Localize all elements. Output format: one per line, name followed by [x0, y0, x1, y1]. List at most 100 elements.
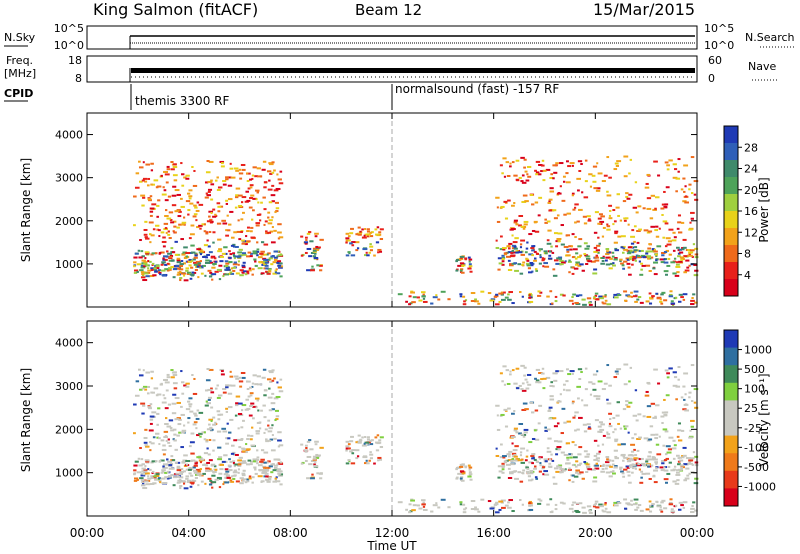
velocity-echo [254, 468, 257, 471]
power-echo [142, 161, 145, 164]
power-echo [459, 257, 464, 260]
velocity-echo [571, 504, 574, 507]
velocity-echo [422, 505, 426, 508]
power-echo [246, 272, 250, 275]
power-echo [464, 299, 468, 302]
power-echo [252, 250, 258, 253]
velocity-echo [188, 466, 192, 469]
power-echo [549, 190, 555, 193]
power-echo [167, 233, 171, 236]
power-echo [662, 220, 668, 223]
velocity-echo [690, 425, 694, 428]
power-echo [148, 221, 154, 224]
power-echo [250, 252, 253, 255]
power-echo [170, 161, 174, 164]
power-echo [519, 246, 523, 249]
velocity-echo [513, 455, 518, 458]
velocity-echo [647, 438, 653, 441]
power-echo [655, 225, 659, 228]
velocity-echo [150, 475, 155, 478]
power-echo [670, 300, 674, 303]
velocity-echo [237, 471, 240, 474]
velocity-echo [461, 472, 466, 475]
power-echo [682, 238, 687, 241]
power-echo [664, 161, 669, 164]
velocity-echo [519, 454, 523, 457]
power-echo [268, 258, 271, 261]
power-echo [140, 194, 146, 197]
power-echo [548, 254, 552, 257]
power-echo [468, 260, 471, 263]
power-echo [575, 252, 579, 255]
velocity-echo [243, 478, 247, 481]
power-echo [304, 241, 308, 244]
velocity-echo [169, 462, 174, 465]
velocity-echo [350, 435, 354, 438]
velocity-echo [178, 431, 182, 434]
velocity-echo [234, 463, 240, 466]
power-echo [581, 298, 586, 301]
velocity-echo [614, 457, 620, 460]
power-echo [626, 252, 632, 255]
velocity-echo [247, 459, 252, 462]
power-echo [694, 269, 699, 272]
velocity-echo [632, 414, 638, 417]
velocity-echo [308, 439, 312, 442]
power-echo [209, 218, 213, 221]
power-echo [542, 169, 547, 172]
velocity-echo [208, 438, 212, 441]
power-echo [504, 201, 508, 204]
colorbar-frame [723, 329, 739, 507]
power-echo [668, 159, 673, 162]
power-echo [575, 261, 580, 264]
power-echo [145, 252, 150, 255]
power-echo [571, 266, 575, 269]
velocity-echo [678, 456, 683, 459]
power-echo [271, 184, 275, 187]
power-echo [606, 194, 612, 197]
power-echo [633, 249, 638, 252]
velocity-echo [644, 394, 650, 397]
power-echo [554, 295, 558, 298]
velocity-echo [272, 469, 277, 472]
velocity-echo [535, 381, 540, 384]
velocity-echo [217, 394, 223, 397]
velocity-echo [626, 405, 631, 408]
velocity-echo [305, 447, 308, 450]
power-echo [370, 235, 374, 238]
power-echo [588, 173, 593, 176]
power-echo [166, 165, 170, 168]
velocity-echo [569, 370, 575, 373]
velocity-echo [228, 464, 232, 467]
velocity-echo [515, 458, 519, 461]
velocity-echo [605, 464, 610, 467]
power-echo [501, 298, 506, 301]
power-echo [410, 291, 415, 294]
velocity-echo [263, 461, 267, 464]
y-tick-label: 4000 [55, 129, 83, 142]
power-echo [259, 252, 264, 255]
power-echo [214, 270, 219, 273]
velocity-echo [355, 441, 358, 444]
velocity-echo [267, 424, 270, 427]
velocity-echo [251, 426, 254, 429]
velocity-echo [197, 484, 200, 487]
velocity-echo [405, 508, 409, 511]
velocity-echo [185, 475, 190, 478]
power-echo [167, 268, 171, 271]
power-echo [480, 290, 485, 293]
power-echo [640, 262, 644, 265]
velocity-echo [176, 467, 181, 470]
velocity-echo [677, 429, 682, 432]
power-echo [649, 297, 654, 300]
power-echo [141, 274, 145, 277]
velocity-echo [688, 461, 691, 464]
velocity-echo [692, 501, 696, 504]
power-echo [495, 239, 498, 242]
velocity-echo [205, 439, 209, 442]
power-echo [500, 293, 504, 296]
power-echo [308, 255, 312, 258]
power-echo [649, 302, 653, 305]
power-echo [144, 220, 148, 223]
